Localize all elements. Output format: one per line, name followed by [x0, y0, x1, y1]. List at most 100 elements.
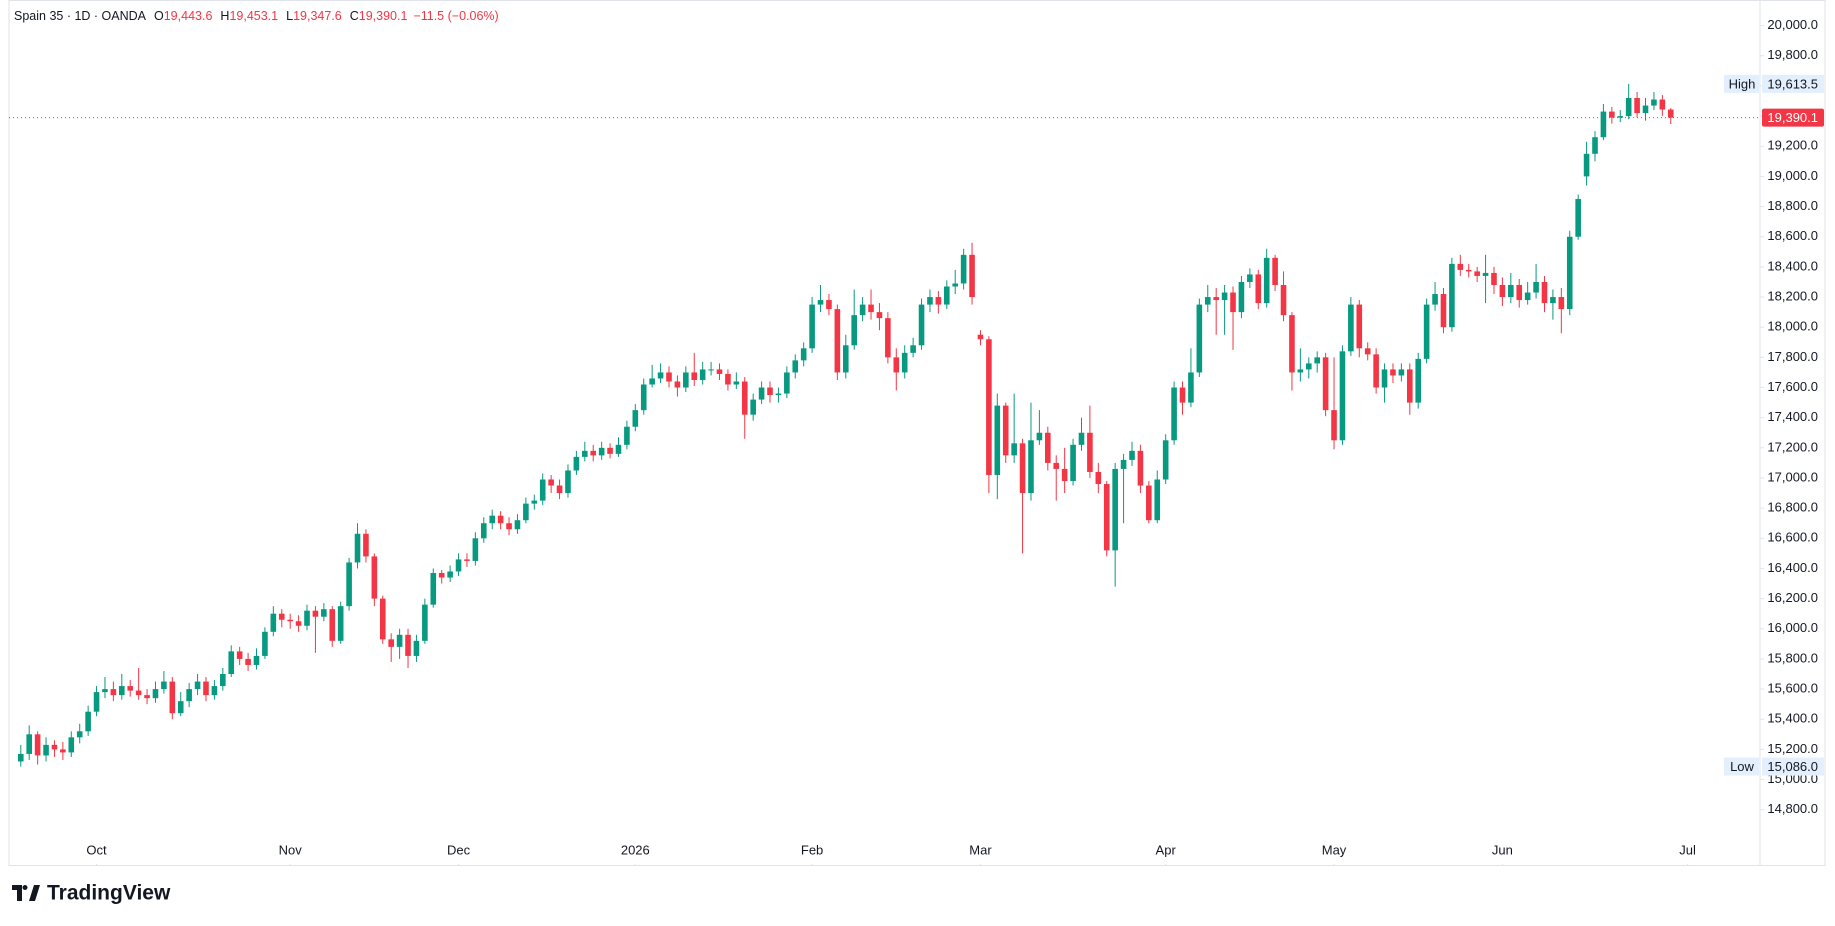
x-tick-label: Nov: [279, 842, 303, 857]
candle-body: [102, 689, 108, 693]
candle-body: [539, 479, 546, 501]
candle-body: [556, 485, 563, 494]
candle-body: [135, 690, 142, 696]
y-tick-label: 18,000.0: [1767, 319, 1818, 334]
candle-body: [1550, 297, 1556, 304]
candle-body: [1204, 297, 1211, 305]
candle-body: [800, 348, 807, 361]
candle-body: [640, 384, 647, 411]
candle-body: [1272, 257, 1278, 285]
y-tick-label: 19,200.0: [1767, 138, 1818, 153]
candle-body: [60, 749, 66, 753]
candle-body: [1667, 109, 1674, 118]
logo-text: TradingView: [47, 882, 171, 905]
candle-body: [699, 369, 706, 380]
candle-body: [1095, 471, 1102, 485]
y-tick-label: 17,200.0: [1767, 439, 1818, 454]
candle-body: [1356, 304, 1363, 349]
candle-body: [607, 447, 613, 454]
candle-body: [430, 572, 437, 605]
candle-body: [809, 304, 815, 349]
x-tick-label: Mar: [969, 842, 992, 857]
candle-body: [565, 470, 571, 494]
candle-body: [1390, 369, 1396, 376]
legend-key: L: [286, 9, 294, 23]
y-tick-label: 15,400.0: [1767, 711, 1818, 726]
y-tick-label: 17,400.0: [1767, 409, 1818, 424]
candle-body: [1457, 263, 1464, 270]
candle-body: [497, 515, 504, 524]
y-tick-label: 15,200.0: [1767, 741, 1818, 756]
candle-body: [43, 744, 49, 756]
candle-body: [1600, 111, 1607, 138]
x-tick-label: Jun: [1492, 842, 1513, 857]
y-tick-label: 16,400.0: [1767, 560, 1818, 575]
y-tick-label: 16,600.0: [1767, 530, 1818, 545]
candle-body: [1255, 274, 1262, 304]
logo-icon: [12, 885, 40, 901]
candle-body: [422, 604, 428, 641]
candle-body: [405, 634, 411, 656]
legend-value: 19,390.1: [358, 9, 408, 23]
candle-body: [489, 515, 496, 524]
high-price-box: [1762, 74, 1824, 93]
candle-body: [1036, 432, 1043, 441]
candle-body: [1112, 468, 1118, 551]
y-tick-label: 17,600.0: [1767, 379, 1818, 394]
candle-body: [1045, 432, 1051, 463]
candle-body: [657, 372, 664, 379]
x-tick-label: Feb: [801, 842, 823, 857]
y-tick-label: 16,800.0: [1767, 500, 1818, 515]
candle-body: [337, 606, 344, 641]
candle-body: [1516, 284, 1523, 301]
low-price-label: 15,086.0: [1767, 759, 1818, 774]
candle-body: [388, 639, 394, 647]
candle-body: [1558, 297, 1565, 310]
low-tag: Low: [1730, 759, 1754, 774]
candle-body: [1449, 263, 1455, 328]
candle-body: [1305, 363, 1312, 370]
candle-body: [17, 753, 24, 762]
y-tick-label: 18,400.0: [1767, 258, 1818, 273]
y-tick-label: 15,800.0: [1767, 650, 1818, 665]
candle-body: [1651, 99, 1657, 106]
candle-body: [666, 372, 672, 382]
candle-body: [1070, 444, 1076, 482]
candle-body: [523, 503, 529, 521]
y-tick-label: 16,200.0: [1767, 590, 1818, 605]
candle-body: [1263, 257, 1270, 304]
candle-body: [287, 619, 293, 622]
candle-body: [1087, 432, 1093, 472]
candle-body: [1331, 410, 1337, 441]
high-tag-box: [1724, 74, 1759, 93]
legend-value: 19,443.6: [163, 9, 213, 23]
candle-body: [1196, 304, 1203, 373]
candle-body: [329, 609, 336, 641]
candle-body: [590, 450, 597, 456]
candle-body: [1103, 484, 1110, 551]
y-tick-label: 15,600.0: [1767, 681, 1818, 696]
candle-body: [792, 360, 799, 373]
symbol: Spain 35 · 1D · OANDA: [14, 9, 146, 23]
candle-body: [817, 300, 824, 305]
candle-body: [935, 297, 942, 305]
candle-body: [1171, 387, 1177, 441]
candle-body: [278, 613, 285, 620]
candle-body: [725, 373, 731, 385]
candle-body: [1129, 450, 1135, 460]
candle-body: [1499, 284, 1506, 298]
candle-body: [177, 701, 184, 714]
low-price-box: [1762, 757, 1824, 776]
candle-body: [346, 562, 352, 607]
candle-body: [1154, 479, 1161, 521]
candle-body: [480, 523, 487, 539]
candle-body: [1474, 271, 1480, 276]
chart-frame: [8, 0, 1826, 866]
candle-body: [506, 523, 512, 530]
candle-body: [1373, 354, 1379, 388]
candle-body: [270, 613, 277, 632]
candle-body: [1120, 459, 1127, 469]
candle-body: [1533, 281, 1539, 293]
candle-body: [1162, 440, 1169, 480]
